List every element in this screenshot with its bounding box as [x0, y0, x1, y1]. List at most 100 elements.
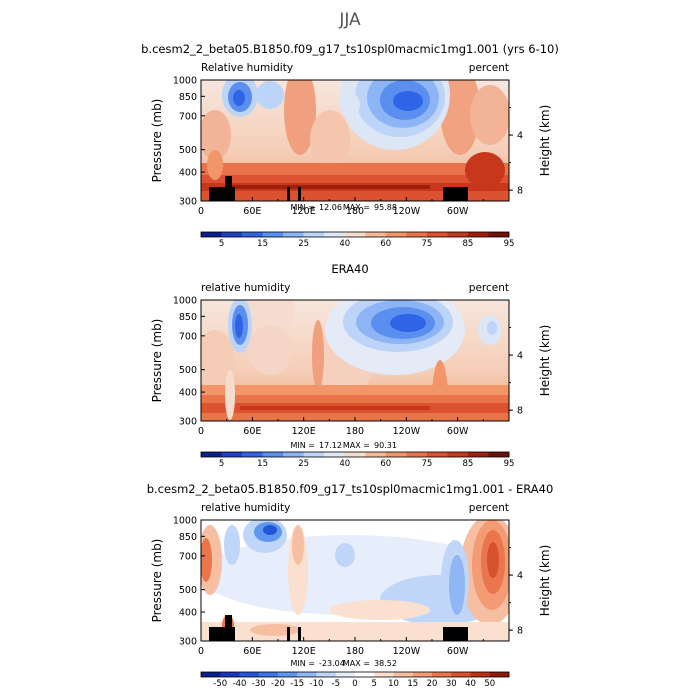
colorbar-label: 30	[446, 679, 457, 689]
y-right-axis-label: Height (km)	[538, 105, 552, 176]
max-label: MAX =	[343, 441, 370, 450]
colorbar-swatch	[426, 452, 448, 457]
colorbar-swatch	[297, 672, 317, 677]
topography	[209, 187, 235, 201]
height-tick-label: 4	[517, 571, 523, 582]
topography	[287, 627, 290, 641]
y-tick-label: 1000	[173, 76, 197, 87]
colorbar-label: -15	[290, 679, 304, 689]
colorbar-swatch	[242, 232, 263, 237]
height-tick-label: 4	[517, 131, 523, 142]
colorbar-model: 5 15 25 40 60 75 85 95	[200, 231, 514, 249]
x-tick-label: 120E	[292, 646, 316, 657]
colorbar-label: 20	[427, 679, 438, 689]
min-label: MIN =	[291, 659, 316, 668]
colorbar-swatch	[385, 452, 407, 457]
max-value: 90.31	[374, 441, 397, 450]
y-axis-label: Pressure (mb)	[150, 99, 164, 183]
panel-difference: b.cesm2_2_beta05.B1850.f09_g17_ts10spl0m…	[147, 482, 554, 668]
colorbar-swatch	[385, 232, 407, 237]
contour-field	[201, 80, 509, 201]
panel-title: b.cesm2_2_beta05.B1850.f09_g17_ts10spl0m…	[147, 482, 554, 496]
x-tick-label: 60W	[447, 426, 469, 437]
colorbar-swatch	[406, 232, 428, 237]
figure-title: JJA	[338, 10, 361, 30]
colorbar-label: -40	[233, 679, 247, 689]
colorbar-swatch	[258, 672, 279, 677]
x-tick-label: 180	[346, 646, 364, 657]
x-tick-label: 180	[346, 206, 364, 217]
y-tick-label: 500	[179, 145, 197, 156]
y-tick-label: 850	[179, 92, 197, 103]
min-value: 12.06	[319, 203, 342, 212]
topography	[287, 187, 290, 201]
y-tick-label: 500	[179, 585, 197, 596]
colorbar-frame	[200, 451, 510, 458]
topography	[443, 187, 468, 201]
colorbar-swatch	[488, 232, 510, 237]
colorbar-label: 60	[380, 239, 391, 249]
colorbar-swatch	[324, 452, 346, 457]
colorbar-swatch	[488, 452, 510, 457]
colorbar-label: -50	[213, 679, 227, 689]
contour-field	[201, 300, 509, 421]
x-tick-label: 120W	[393, 206, 421, 217]
y-tick-label: 400	[179, 608, 197, 619]
panel-title: b.cesm2_2_beta05.B1850.f09_g17_ts10spl0m…	[141, 42, 559, 56]
colorbar-swatch	[239, 672, 260, 677]
max-label: MAX =	[343, 203, 370, 212]
x-tick-label: 60E	[243, 206, 261, 217]
colorbar-swatch	[324, 232, 346, 237]
height-tick-label: 8	[517, 406, 523, 417]
axes: 0 60E 120E 180 120W 60W 300 400 500 700 850 1000 8 4 P…	[150, 296, 552, 438]
topography	[298, 187, 301, 201]
colorbar-swatch	[365, 232, 387, 237]
x-tick-label: 60W	[447, 206, 469, 217]
colorbar-label: 75	[421, 239, 432, 249]
max-value: 38.52	[374, 659, 397, 668]
colorbar-swatch	[393, 672, 414, 677]
colorbar-label: 0	[352, 679, 357, 689]
units-label: percent	[469, 62, 509, 74]
colorbar-swatch	[278, 672, 298, 677]
x-tick-label: 0	[198, 426, 204, 437]
y-tick-label: 300	[179, 417, 197, 428]
colorbar-label: 40	[339, 239, 350, 249]
y-tick-label: 400	[179, 168, 197, 179]
y-tick-label: 1000	[173, 516, 197, 527]
colorbar-swatch	[201, 232, 222, 237]
colorbar-label: 10	[388, 679, 399, 689]
min-value: 17.12	[319, 441, 342, 450]
units-label: percent	[469, 502, 509, 514]
x-tick-label: 0	[198, 646, 204, 657]
max-value: 95.88	[374, 203, 397, 212]
panel-era40: ERA40 relative humidity percent	[150, 262, 552, 450]
y-axis-label: Pressure (mb)	[150, 539, 164, 623]
colorbar-label: 50	[484, 679, 495, 689]
y-tick-label: 700	[179, 111, 197, 122]
colorbar-swatch	[344, 452, 366, 457]
x-tick-label: 120E	[292, 426, 316, 437]
colorbar-swatch	[262, 452, 284, 457]
colorbar-swatch	[262, 232, 284, 237]
min-value: -23.04	[319, 659, 345, 668]
colorbar-swatch	[432, 672, 452, 677]
topography	[443, 627, 468, 641]
colorbar-label: 85	[463, 459, 474, 469]
colorbar-swatch	[467, 452, 489, 457]
colorbar-swatch	[447, 452, 469, 457]
y-tick-label: 400	[179, 388, 197, 399]
colorbar-difference: -50 -40 -30 -20 -15 -10 -5 0 5 10 15 20 30 40 50	[200, 671, 510, 689]
colorbar-swatch	[316, 672, 337, 677]
colorbar-label: 25	[298, 459, 309, 469]
colorbar-label: 40	[339, 459, 350, 469]
colorbar-swatch	[355, 672, 375, 677]
contour-field	[201, 520, 509, 641]
colorbar-label: 15	[257, 239, 268, 249]
colorbar-swatch	[335, 672, 356, 677]
colorbar-swatch	[303, 452, 325, 457]
field-label: relative humidity	[201, 282, 290, 294]
colorbar-swatch	[242, 452, 263, 457]
colorbar-label: 5	[372, 679, 377, 689]
